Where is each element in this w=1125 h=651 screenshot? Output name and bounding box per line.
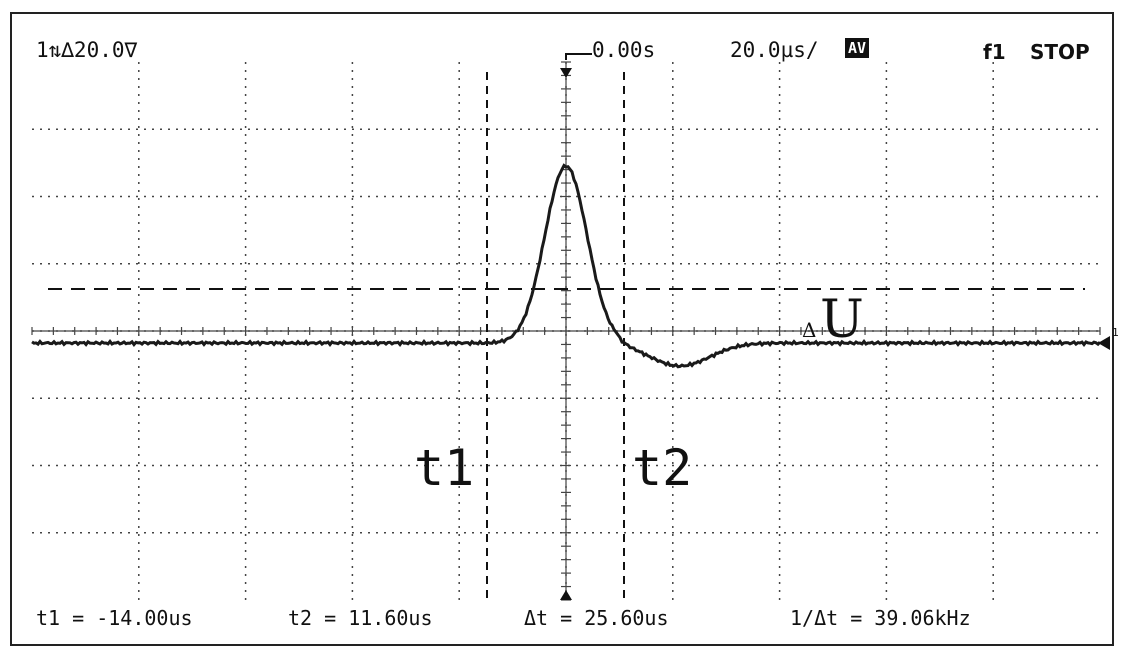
delta-t-measurement: Δt = 25.60us xyxy=(524,606,669,630)
function-indicator: f1 xyxy=(983,40,1006,64)
t1-cursor-label: t1 xyxy=(414,439,474,497)
t2-cursor-label: t2 xyxy=(632,439,692,497)
ground-marker: 1 xyxy=(1098,326,1119,350)
cursor-lines xyxy=(48,72,1085,600)
waveform-trace xyxy=(31,163,1102,369)
trigger-top-arrow-icon xyxy=(560,68,572,78)
channel-setting-readout: 1⇅∆20.0∇ xyxy=(36,38,138,62)
delta-u-symbol: Δ xyxy=(802,318,816,342)
scope-screen-frame xyxy=(10,12,1114,646)
frequency-measurement: 1/Δt = 39.06kHz xyxy=(790,606,971,630)
t1-measurement: t1 = -14.00us xyxy=(36,606,193,630)
t2-measurement: t2 = 11.60us xyxy=(288,606,433,630)
acquisition-mode-badge: AV xyxy=(845,38,870,58)
trigger-hook-icon xyxy=(565,53,592,60)
trigger-bottom-arrow-icon xyxy=(560,590,572,600)
ground-channel-number: 1 xyxy=(1112,326,1119,339)
trigger-time-readout: 0.00s xyxy=(592,38,656,62)
ground-arrow-icon xyxy=(1098,336,1110,350)
timebase-readout: 20.0µs/ xyxy=(730,38,819,62)
run-state-indicator: STOP xyxy=(1030,40,1090,64)
delta-u-label: U xyxy=(820,290,864,350)
graticule-grid xyxy=(31,61,1101,601)
trigger-markers xyxy=(560,53,592,600)
